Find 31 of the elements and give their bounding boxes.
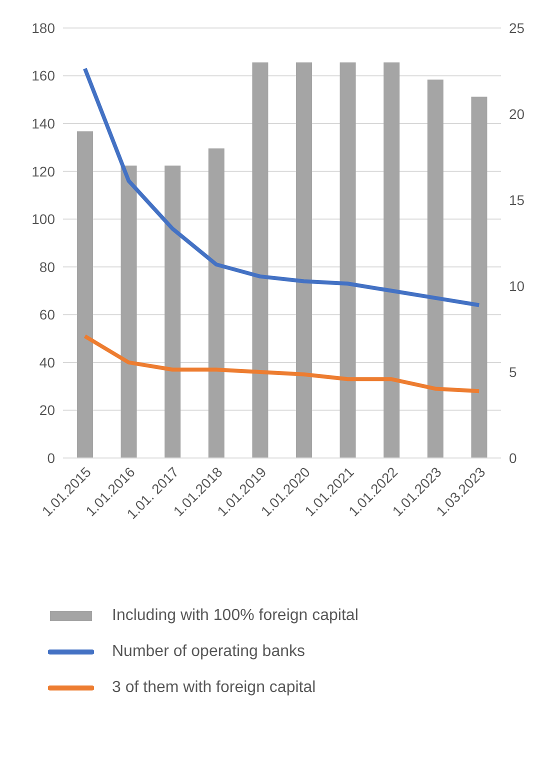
bar — [252, 62, 268, 458]
bar — [120, 166, 137, 458]
bar — [340, 62, 356, 458]
y-tick-label: 100 — [32, 211, 56, 228]
bar — [296, 62, 312, 458]
line-series — [82, 334, 482, 394]
y-tick-label: 0 — [47, 450, 56, 466]
y2-tick-label: 25 — [509, 20, 525, 36]
bar — [384, 62, 400, 458]
legend-label: Number of operating banks — [112, 643, 305, 661]
y-tick-label: 60 — [39, 306, 56, 323]
y-tick-label: 160 — [32, 68, 56, 84]
y-tick-label: 120 — [32, 163, 56, 180]
y2-tick-label: 10 — [509, 278, 525, 294]
y-tick-label: 40 — [39, 354, 56, 370]
bar — [208, 148, 224, 458]
y2-tick-label: 20 — [509, 106, 525, 122]
legend-label: Including with 100% foreign capital — [112, 607, 358, 625]
legend-label: 3 of them with foreign capital — [112, 679, 316, 697]
bar — [164, 166, 181, 458]
y2-tick-label: 5 — [509, 364, 517, 380]
y-tick-label: 80 — [39, 258, 56, 275]
line-series — [82, 66, 482, 308]
y2-tick-label: 15 — [509, 192, 525, 208]
y2-tick-label: 0 — [509, 450, 517, 466]
y-tick-label: 20 — [39, 402, 56, 418]
bar — [77, 131, 93, 458]
bar — [471, 96, 488, 458]
y-tick-label: 140 — [32, 116, 56, 132]
bar — [427, 80, 444, 458]
y-tick-label: 180 — [32, 20, 56, 36]
